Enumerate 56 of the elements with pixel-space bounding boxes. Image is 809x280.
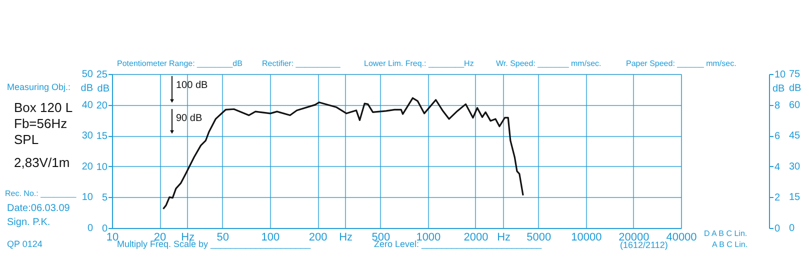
text: A B C Lin. [712,240,748,249]
annotation: 90 dB [176,113,202,124]
y-tick-label: 10 [96,162,108,173]
text: QP 0124 [7,239,42,249]
text: Lower Lim. Freq.: ________Hz [364,59,474,68]
text: 30 [82,130,94,142]
text: Date:06.03.09 [7,203,70,214]
y2-tick-label: 4 [774,162,780,173]
y2-tick-label: 0 [774,224,780,234]
y-tick-label: 25 [96,70,108,80]
y-tick-label: 20 [96,100,108,112]
text: 50 [82,69,94,80]
text: Paper Speed: ______ mm/sec. [626,59,736,68]
text: SPL [14,132,39,147]
text: 15 [789,192,801,204]
text: 75 [789,69,801,80]
text: (1612/2112) [620,240,668,250]
text: Measuring Obj.: [7,82,71,92]
y-tick-label: 5 [102,192,108,204]
text: dB [789,83,802,94]
y-tick-label: 15 [96,131,108,142]
text: Sign. P.K. [7,217,50,228]
x-tick-label: Hz [497,232,511,244]
y2-tick-label: 10 [774,70,786,80]
text: dB [80,83,94,94]
text: 0 [789,223,795,234]
x-tick-label: 50 [216,232,230,244]
text: 0 [87,223,94,234]
y2-tick-label: 6 [774,131,780,142]
text: 20 [82,161,94,172]
x-tick-label: Hz [339,232,353,244]
text: Box 120 L [14,100,73,115]
x-tick-label: 200 [308,232,328,244]
text: Rec. No.: ________ [5,189,77,198]
text: 40 [82,100,94,111]
x-tick-label: 100 [261,232,280,244]
x-tick-label: 40000 [666,232,697,244]
y2-axis-title: dB [772,84,786,94]
y-axis-title: dB [97,84,110,94]
text: 60 [789,100,801,111]
y2-tick-label: 8 [774,100,780,112]
text: Wr. Speed: _______ mm/sec. [496,59,602,68]
text: Potentiometer Range: ________dB [117,59,242,68]
x-tick-label: 5000 [526,232,552,244]
x-tick-label: 10000 [571,232,602,244]
y2-tick-label: 2 [774,192,780,204]
text: Fb=56Hz [14,116,68,131]
x-tick-label: 1000 [416,232,441,244]
text: 30 [789,161,801,172]
text: 2,83V/1m [14,155,70,170]
text: D A B C Lin. [704,229,748,238]
text: 45 [789,130,801,142]
text: 10 [82,192,94,204]
y-tick-label: 0 [102,224,108,234]
text: Rectifier: __________ [262,59,341,68]
x-tick-label: 2000 [464,232,488,244]
